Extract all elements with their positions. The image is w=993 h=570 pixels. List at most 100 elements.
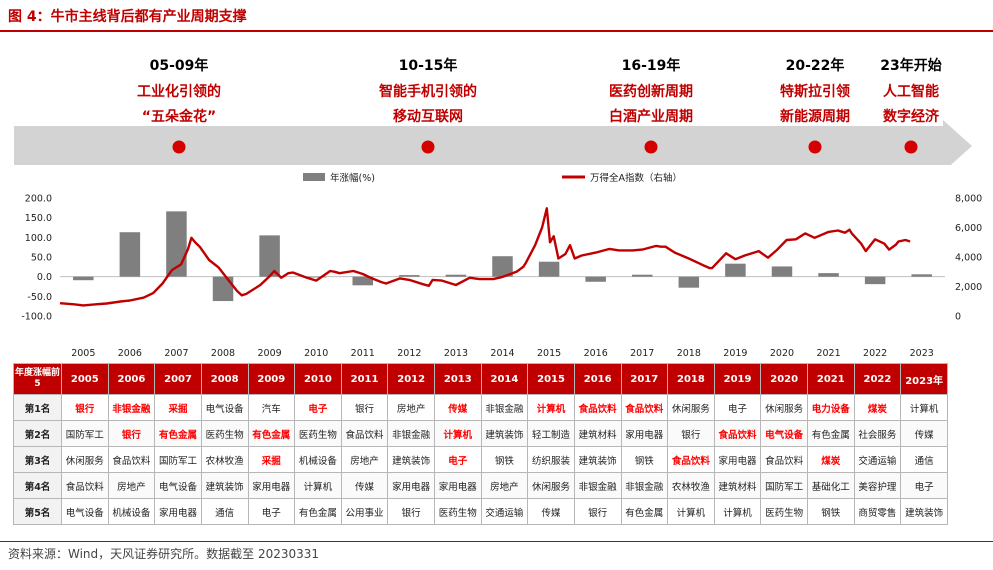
industry-cell: 非银金融: [387, 420, 435, 447]
industry-cell: 家用电器: [434, 472, 482, 499]
x-tick-label: 2007: [164, 348, 188, 359]
x-tick-label: 2009: [258, 348, 282, 359]
bar-2022: [864, 276, 886, 285]
bar-2021: [818, 273, 839, 277]
bar-2012: [399, 275, 420, 277]
left-tick-label: 200.0: [25, 194, 52, 205]
industry-cell: 汽车: [247, 394, 296, 421]
rank-label: 第4名: [13, 472, 62, 499]
period-theme-3-0: 特斯拉引领: [780, 83, 850, 100]
industry-cell: 电气设备: [200, 394, 249, 421]
x-tick-label: 2021: [816, 348, 840, 359]
left-tick-label: 150.0: [25, 213, 52, 224]
industry-cell: 计算机: [527, 394, 575, 421]
year-header: 2012: [387, 363, 435, 395]
period-theme-1-1: 移动互联网: [393, 108, 463, 125]
industry-cell: 房地产: [340, 446, 389, 473]
industry-cell: 家用电器: [247, 472, 296, 499]
industry-cell: 基础化工: [807, 472, 855, 499]
industry-cell: 休闲服务: [61, 446, 109, 473]
period-dot-4: [904, 140, 918, 154]
industry-cell: 采掘: [154, 394, 202, 421]
table-row: 第4名 食品饮料 房地产 电气设备 建筑装饰 家用电器 计算机 传媒 家用电器 家用电器 房地产 休闲…: [13, 472, 948, 499]
industry-cell: 社会服务: [853, 420, 902, 447]
period-theme-1-0: 智能手机引领的: [378, 83, 477, 100]
industry-cell: 计算机: [713, 498, 762, 525]
industry-cell: 食品饮料: [713, 420, 762, 447]
industry-cell: 建筑材料: [713, 472, 762, 499]
industry-cell: 煤炭: [807, 446, 855, 473]
industry-cell: 食品饮料: [620, 394, 669, 421]
period-years-2: 16-19年: [622, 57, 681, 74]
industry-cell: 钢铁: [480, 446, 529, 473]
industry-cell: 钢铁: [807, 498, 855, 525]
industry-cell: 国防军工: [61, 420, 109, 447]
industry-cell: 非银金融: [107, 394, 156, 421]
industry-cell: 建筑装饰: [573, 446, 622, 473]
industry-cell: 农林牧渔: [200, 446, 249, 473]
industry-cell: 传媒: [434, 394, 482, 421]
industry-cell: 银行: [61, 394, 109, 421]
industry-cell: 银行: [667, 420, 715, 447]
period-dot-0: [172, 140, 186, 154]
period-years-4: 23年开始: [880, 57, 941, 74]
period-theme-3-1: 新能源周期: [780, 108, 850, 125]
title-divider: [0, 30, 993, 32]
industry-cell: 医药生物: [760, 498, 808, 525]
industry-cell: 医药生物: [294, 420, 342, 447]
industry-cell: 非银金融: [620, 472, 669, 499]
industry-cell: 食品饮料: [573, 394, 622, 421]
rank-label: 第3名: [13, 446, 62, 473]
industry-cell: 建筑材料: [573, 420, 622, 447]
industry-cell: 美容护理: [853, 472, 902, 499]
x-tick-label: 2013: [444, 348, 468, 359]
rank-label: 第5名: [13, 498, 62, 525]
industry-cell: 家用电器: [620, 420, 669, 447]
industry-cell: 电子: [294, 394, 342, 421]
x-tick-label: 2011: [351, 348, 375, 359]
year-header: 2021: [807, 363, 855, 395]
bar-2009: [259, 235, 280, 277]
industry-cell: 房地产: [480, 472, 529, 499]
industry-cell: 家用电器: [154, 498, 202, 525]
bar-2018: [678, 276, 700, 288]
industry-cell: 银行: [107, 420, 156, 447]
bar-2014: [492, 256, 513, 277]
year-header: 2006: [107, 363, 156, 395]
bar-2023: [911, 274, 932, 277]
industry-cell: 医药生物: [200, 420, 249, 447]
industry-cell: 商贸零售: [853, 498, 902, 525]
industry-cell: 电子: [434, 446, 482, 473]
x-tick-label: 2014: [490, 348, 514, 359]
bar-2005: [73, 276, 94, 281]
period-theme-2-1: 白酒产业周期: [609, 108, 693, 125]
industry-cell: 电子: [247, 498, 296, 525]
figure-title: 图 4：牛市主线背后都有产业周期支撑: [8, 9, 247, 25]
timeline-arrow: [14, 120, 972, 165]
year-header: 2022: [853, 363, 902, 395]
right-tick-label: 4,000: [955, 253, 982, 264]
x-tick-label: 2017: [630, 348, 654, 359]
year-header: 2005: [61, 363, 109, 395]
x-tick-label: 2010: [304, 348, 328, 359]
year-header: 2007: [154, 363, 202, 395]
industry-cell: 建筑装饰: [480, 420, 529, 447]
industry-cell: 家用电器: [387, 472, 435, 499]
period-years-1: 10-15年: [399, 57, 458, 74]
industry-cell: 计算机: [667, 498, 715, 525]
period-dot-2: [644, 140, 658, 154]
industry-cell: 房地产: [387, 394, 435, 421]
industry-cell: 食品饮料: [760, 446, 808, 473]
industry-cell: 机械设备: [107, 498, 156, 525]
industry-cell: 计算机: [434, 420, 482, 447]
industry-cell: 通信: [900, 446, 948, 473]
source-note: 资料来源：Wind，天风证券研究所。数据截至 20230331: [8, 547, 320, 561]
left-tick-label: -100.0: [21, 312, 52, 323]
industry-cell: 食品饮料: [340, 420, 389, 447]
left-tick-label: -50.0: [27, 292, 52, 303]
table-row: 第5名 电气设备 机械设备 家用电器 通信 电子 有色金属 公用事业 银行 医药生物 交通运输 传媒银…: [13, 498, 948, 525]
bar-2011: [352, 276, 374, 286]
industry-cell: 机械设备: [294, 446, 342, 473]
period-theme-4-1: 数字经济: [883, 108, 940, 125]
industry-cell: 轻工制造: [527, 420, 575, 447]
